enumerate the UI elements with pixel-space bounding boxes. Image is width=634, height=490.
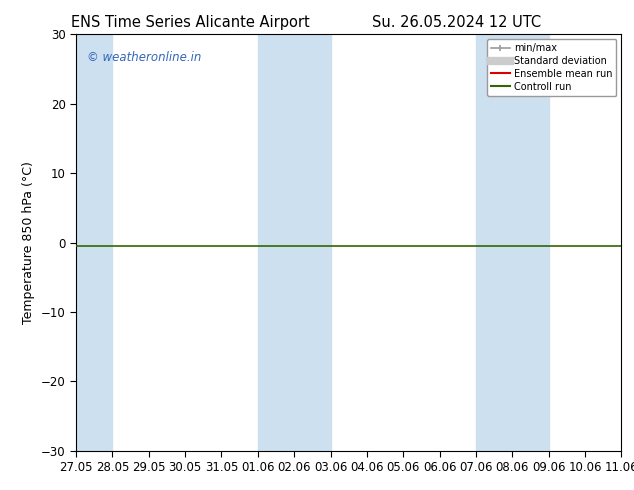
Bar xyxy=(258,34,330,451)
Bar xyxy=(476,34,548,451)
Bar xyxy=(76,34,112,451)
Text: © weatheronline.in: © weatheronline.in xyxy=(87,51,202,64)
Y-axis label: Temperature 850 hPa (°C): Temperature 850 hPa (°C) xyxy=(22,161,36,324)
Legend: min/max, Standard deviation, Ensemble mean run, Controll run: min/max, Standard deviation, Ensemble me… xyxy=(487,39,616,96)
Text: Su. 26.05.2024 12 UTC: Su. 26.05.2024 12 UTC xyxy=(372,15,541,30)
Text: ENS Time Series Alicante Airport: ENS Time Series Alicante Airport xyxy=(71,15,309,30)
